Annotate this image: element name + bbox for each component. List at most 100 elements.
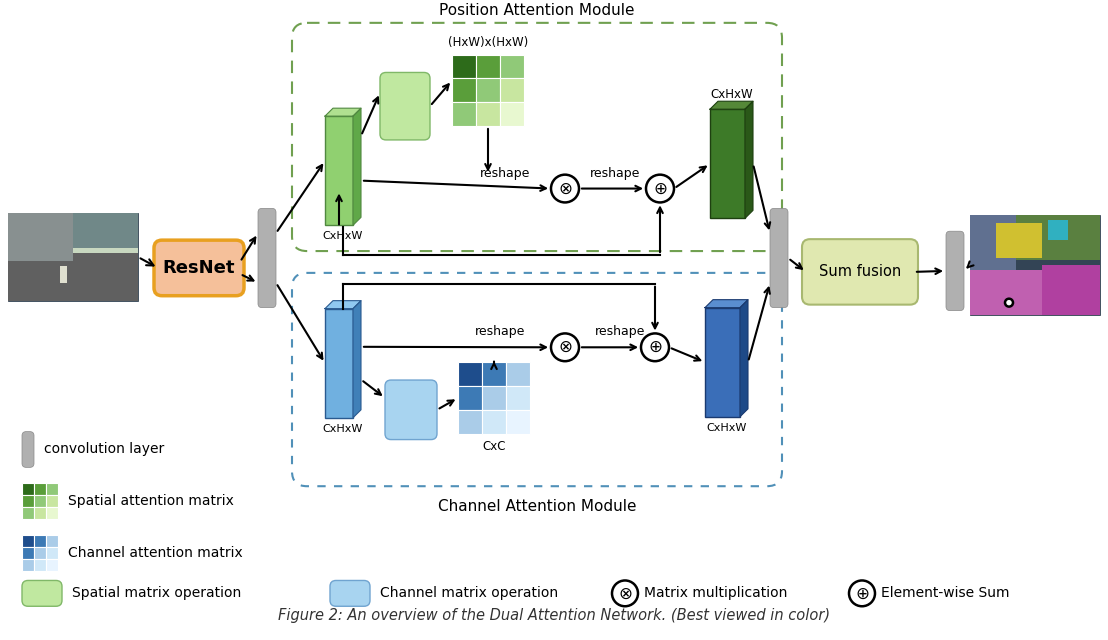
Text: (HxW)x(HxW): (HxW)x(HxW) <box>448 36 529 49</box>
Text: ⊕: ⊕ <box>855 584 869 602</box>
Bar <box>500 102 524 126</box>
Bar <box>60 266 66 284</box>
Bar <box>47 495 58 507</box>
Bar <box>47 547 58 559</box>
Text: ⊗: ⊗ <box>558 180 572 198</box>
Bar <box>500 54 524 79</box>
Bar <box>8 213 138 253</box>
Circle shape <box>642 333 669 361</box>
Bar <box>22 559 34 570</box>
Circle shape <box>646 175 674 202</box>
Text: ResNet: ResNet <box>163 259 235 277</box>
Bar <box>452 54 476 79</box>
Text: CxHxW: CxHxW <box>322 424 363 434</box>
FancyBboxPatch shape <box>330 580 370 606</box>
Bar <box>458 410 482 434</box>
FancyBboxPatch shape <box>22 580 62 606</box>
Text: Matrix multiplication: Matrix multiplication <box>644 586 788 600</box>
Bar <box>500 79 524 102</box>
Text: CxHxW: CxHxW <box>706 422 747 433</box>
Text: Spatial matrix operation: Spatial matrix operation <box>72 586 242 600</box>
Bar <box>476 54 500 79</box>
Bar <box>506 410 530 434</box>
FancyBboxPatch shape <box>384 380 437 440</box>
Text: CxC: CxC <box>482 440 505 452</box>
Text: Channel matrix operation: Channel matrix operation <box>380 586 558 600</box>
Polygon shape <box>740 300 748 417</box>
Bar <box>22 495 34 507</box>
Bar <box>482 362 506 386</box>
Bar <box>482 386 506 410</box>
Bar <box>34 507 47 519</box>
Bar <box>22 507 34 519</box>
Polygon shape <box>325 301 361 308</box>
FancyBboxPatch shape <box>258 209 276 308</box>
Polygon shape <box>353 301 361 418</box>
Bar <box>8 253 138 301</box>
Bar <box>710 109 745 218</box>
Text: ⊗: ⊗ <box>558 339 572 356</box>
Polygon shape <box>710 101 753 109</box>
Bar <box>34 495 47 507</box>
FancyBboxPatch shape <box>802 239 919 305</box>
Text: Channel attention matrix: Channel attention matrix <box>68 546 243 560</box>
Text: reshape: reshape <box>480 166 531 180</box>
Text: Sum fusion: Sum fusion <box>819 264 901 280</box>
Bar <box>970 215 1100 314</box>
Text: Figure 2: An overview of the Dual Attention Network. (Best viewed in color): Figure 2: An overview of the Dual Attent… <box>278 608 830 623</box>
Polygon shape <box>325 108 361 116</box>
Bar <box>452 79 476 102</box>
Text: Channel Attention Module: Channel Attention Module <box>438 499 636 514</box>
Text: reshape: reshape <box>589 166 640 180</box>
Bar <box>325 308 353 418</box>
Text: reshape: reshape <box>595 325 645 339</box>
Text: Spatial attention matrix: Spatial attention matrix <box>68 494 234 508</box>
Circle shape <box>551 175 579 202</box>
Text: Element-wise Sum: Element-wise Sum <box>881 586 1009 600</box>
Circle shape <box>1005 299 1013 307</box>
Circle shape <box>612 580 638 606</box>
Bar <box>476 102 500 126</box>
Bar <box>47 483 58 495</box>
Bar <box>34 535 47 547</box>
FancyBboxPatch shape <box>380 72 430 140</box>
Text: Position Attention Module: Position Attention Module <box>439 3 635 18</box>
Bar <box>34 483 47 495</box>
Bar <box>996 223 1042 258</box>
Bar <box>34 547 47 559</box>
Bar <box>325 116 353 225</box>
Bar <box>22 535 34 547</box>
Text: reshape: reshape <box>475 325 525 339</box>
Bar <box>22 547 34 559</box>
FancyBboxPatch shape <box>770 209 788 308</box>
Bar <box>73 213 138 248</box>
Bar <box>1016 215 1100 260</box>
Bar <box>970 215 1016 270</box>
Bar <box>8 213 73 261</box>
Bar <box>47 535 58 547</box>
FancyBboxPatch shape <box>946 231 964 310</box>
Text: ⊗: ⊗ <box>618 584 632 602</box>
Bar <box>970 270 1042 314</box>
Bar <box>8 213 138 301</box>
Bar <box>1048 220 1067 240</box>
FancyBboxPatch shape <box>154 240 244 296</box>
Bar <box>458 386 482 410</box>
Polygon shape <box>353 108 361 225</box>
Bar <box>476 79 500 102</box>
Bar <box>705 308 740 417</box>
Bar <box>47 507 58 519</box>
Bar <box>1042 265 1100 314</box>
FancyBboxPatch shape <box>22 431 34 467</box>
Bar <box>482 410 506 434</box>
Polygon shape <box>705 300 748 308</box>
Text: ⊕: ⊕ <box>653 180 667 198</box>
Bar <box>34 559 47 570</box>
Bar <box>452 102 476 126</box>
Bar <box>47 559 58 570</box>
Bar <box>506 362 530 386</box>
Bar <box>506 386 530 410</box>
Polygon shape <box>745 101 753 218</box>
Bar <box>22 483 34 495</box>
Bar <box>458 362 482 386</box>
